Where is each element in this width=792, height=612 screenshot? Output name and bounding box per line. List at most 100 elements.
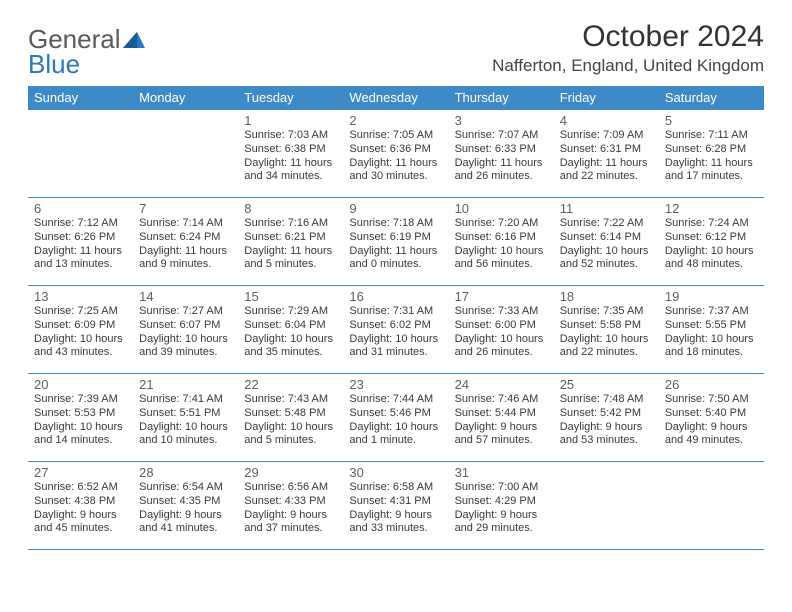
daylight-text: Daylight: 10 hours and 18 minutes.	[665, 333, 758, 361]
daylight-text: Daylight: 10 hours and 1 minute.	[349, 421, 442, 449]
sunset-text: Sunset: 5:40 PM	[665, 407, 758, 421]
day-number: 2	[349, 113, 442, 128]
weekday-header: Wednesday	[343, 86, 448, 110]
day-number: 4	[560, 113, 653, 128]
weekday-header: Monday	[133, 86, 238, 110]
day-info: Sunrise: 6:52 AMSunset: 4:38 PMDaylight:…	[34, 481, 127, 536]
day-info: Sunrise: 7:12 AMSunset: 6:26 PMDaylight:…	[34, 217, 127, 272]
day-number: 22	[244, 377, 337, 392]
sunset-text: Sunset: 6:36 PM	[349, 143, 442, 157]
weekday-header: Thursday	[449, 86, 554, 110]
weekday-header: Sunday	[28, 86, 133, 110]
sunrise-text: Sunrise: 7:48 AM	[560, 393, 653, 407]
day-number: 19	[665, 289, 758, 304]
sunset-text: Sunset: 6:02 PM	[349, 319, 442, 333]
sunrise-text: Sunrise: 7:39 AM	[34, 393, 127, 407]
day-info: Sunrise: 7:24 AMSunset: 6:12 PMDaylight:…	[665, 217, 758, 272]
day-number: 23	[349, 377, 442, 392]
sunset-text: Sunset: 6:19 PM	[349, 231, 442, 245]
daylight-text: Daylight: 10 hours and 26 minutes.	[455, 333, 548, 361]
calendar-week-row: 6Sunrise: 7:12 AMSunset: 6:26 PMDaylight…	[28, 198, 764, 286]
sunrise-text: Sunrise: 7:35 AM	[560, 305, 653, 319]
sunset-text: Sunset: 5:58 PM	[560, 319, 653, 333]
day-info: Sunrise: 7:03 AMSunset: 6:38 PMDaylight:…	[244, 129, 337, 184]
calendar-day-cell: 8Sunrise: 7:16 AMSunset: 6:21 PMDaylight…	[238, 198, 343, 286]
logo: General Blue	[28, 24, 145, 80]
sunrise-text: Sunrise: 7:05 AM	[349, 129, 442, 143]
sunset-text: Sunset: 6:38 PM	[244, 143, 337, 157]
sunrise-text: Sunrise: 7:11 AM	[665, 129, 758, 143]
day-number: 7	[139, 201, 232, 216]
day-info: Sunrise: 7:07 AMSunset: 6:33 PMDaylight:…	[455, 129, 548, 184]
calendar-day-cell: 24Sunrise: 7:46 AMSunset: 5:44 PMDayligh…	[449, 374, 554, 462]
calendar-day-cell: 21Sunrise: 7:41 AMSunset: 5:51 PMDayligh…	[133, 374, 238, 462]
daylight-text: Daylight: 11 hours and 5 minutes.	[244, 245, 337, 273]
sunrise-text: Sunrise: 7:24 AM	[665, 217, 758, 231]
sunrise-text: Sunrise: 7:16 AM	[244, 217, 337, 231]
calendar-day-cell: 14Sunrise: 7:27 AMSunset: 6:07 PMDayligh…	[133, 286, 238, 374]
calendar-table: Sunday Monday Tuesday Wednesday Thursday…	[28, 86, 764, 550]
calendar-day-cell: 30Sunrise: 6:58 AMSunset: 4:31 PMDayligh…	[343, 462, 448, 550]
daylight-text: Daylight: 9 hours and 29 minutes.	[455, 509, 548, 537]
daylight-text: Daylight: 10 hours and 10 minutes.	[139, 421, 232, 449]
daylight-text: Daylight: 9 hours and 57 minutes.	[455, 421, 548, 449]
calendar-day-cell: 29Sunrise: 6:56 AMSunset: 4:33 PMDayligh…	[238, 462, 343, 550]
sunset-text: Sunset: 6:04 PM	[244, 319, 337, 333]
day-number: 18	[560, 289, 653, 304]
calendar-day-cell: 5Sunrise: 7:11 AMSunset: 6:28 PMDaylight…	[659, 110, 764, 198]
day-number: 15	[244, 289, 337, 304]
calendar-day-cell: 3Sunrise: 7:07 AMSunset: 6:33 PMDaylight…	[449, 110, 554, 198]
day-number: 31	[455, 465, 548, 480]
calendar-day-cell: 20Sunrise: 7:39 AMSunset: 5:53 PMDayligh…	[28, 374, 133, 462]
sunset-text: Sunset: 5:44 PM	[455, 407, 548, 421]
day-info: Sunrise: 7:25 AMSunset: 6:09 PMDaylight:…	[34, 305, 127, 360]
weekday-header: Saturday	[659, 86, 764, 110]
day-number: 30	[349, 465, 442, 480]
sunrise-text: Sunrise: 7:03 AM	[244, 129, 337, 143]
sunrise-text: Sunrise: 7:41 AM	[139, 393, 232, 407]
calendar-day-cell: 4Sunrise: 7:09 AMSunset: 6:31 PMDaylight…	[554, 110, 659, 198]
calendar-day-cell: 23Sunrise: 7:44 AMSunset: 5:46 PMDayligh…	[343, 374, 448, 462]
sunset-text: Sunset: 6:26 PM	[34, 231, 127, 245]
daylight-text: Daylight: 9 hours and 37 minutes.	[244, 509, 337, 537]
title-block: October 2024 Nafferton, England, United …	[492, 20, 764, 76]
daylight-text: Daylight: 11 hours and 9 minutes.	[139, 245, 232, 273]
daylight-text: Daylight: 11 hours and 13 minutes.	[34, 245, 127, 273]
calendar-day-cell: 27Sunrise: 6:52 AMSunset: 4:38 PMDayligh…	[28, 462, 133, 550]
calendar-day-cell: 19Sunrise: 7:37 AMSunset: 5:55 PMDayligh…	[659, 286, 764, 374]
sunset-text: Sunset: 4:31 PM	[349, 495, 442, 509]
day-number: 28	[139, 465, 232, 480]
day-number: 24	[455, 377, 548, 392]
calendar-day-cell: 13Sunrise: 7:25 AMSunset: 6:09 PMDayligh…	[28, 286, 133, 374]
daylight-text: Daylight: 10 hours and 43 minutes.	[34, 333, 127, 361]
daylight-text: Daylight: 10 hours and 52 minutes.	[560, 245, 653, 273]
sunrise-text: Sunrise: 7:31 AM	[349, 305, 442, 319]
day-info: Sunrise: 7:39 AMSunset: 5:53 PMDaylight:…	[34, 393, 127, 448]
weekday-header: Friday	[554, 86, 659, 110]
logo-triangle-icon	[123, 24, 145, 55]
day-info: Sunrise: 6:54 AMSunset: 4:35 PMDaylight:…	[139, 481, 232, 536]
sunrise-text: Sunrise: 7:29 AM	[244, 305, 337, 319]
day-info: Sunrise: 7:05 AMSunset: 6:36 PMDaylight:…	[349, 129, 442, 184]
day-info: Sunrise: 7:14 AMSunset: 6:24 PMDaylight:…	[139, 217, 232, 272]
day-number: 8	[244, 201, 337, 216]
sunset-text: Sunset: 5:51 PM	[139, 407, 232, 421]
day-number: 25	[560, 377, 653, 392]
day-number: 6	[34, 201, 127, 216]
sunset-text: Sunset: 6:28 PM	[665, 143, 758, 157]
sunrise-text: Sunrise: 7:14 AM	[139, 217, 232, 231]
calendar-day-cell: 6Sunrise: 7:12 AMSunset: 6:26 PMDaylight…	[28, 198, 133, 286]
day-number: 14	[139, 289, 232, 304]
sunrise-text: Sunrise: 6:56 AM	[244, 481, 337, 495]
daylight-text: Daylight: 9 hours and 53 minutes.	[560, 421, 653, 449]
day-info: Sunrise: 7:44 AMSunset: 5:46 PMDaylight:…	[349, 393, 442, 448]
sunset-text: Sunset: 6:14 PM	[560, 231, 653, 245]
day-info: Sunrise: 7:33 AMSunset: 6:00 PMDaylight:…	[455, 305, 548, 360]
sunset-text: Sunset: 5:53 PM	[34, 407, 127, 421]
sunset-text: Sunset: 6:24 PM	[139, 231, 232, 245]
day-info: Sunrise: 7:00 AMSunset: 4:29 PMDaylight:…	[455, 481, 548, 536]
day-number: 16	[349, 289, 442, 304]
day-number: 27	[34, 465, 127, 480]
sunset-text: Sunset: 6:09 PM	[34, 319, 127, 333]
month-year: October 2024	[492, 20, 764, 54]
